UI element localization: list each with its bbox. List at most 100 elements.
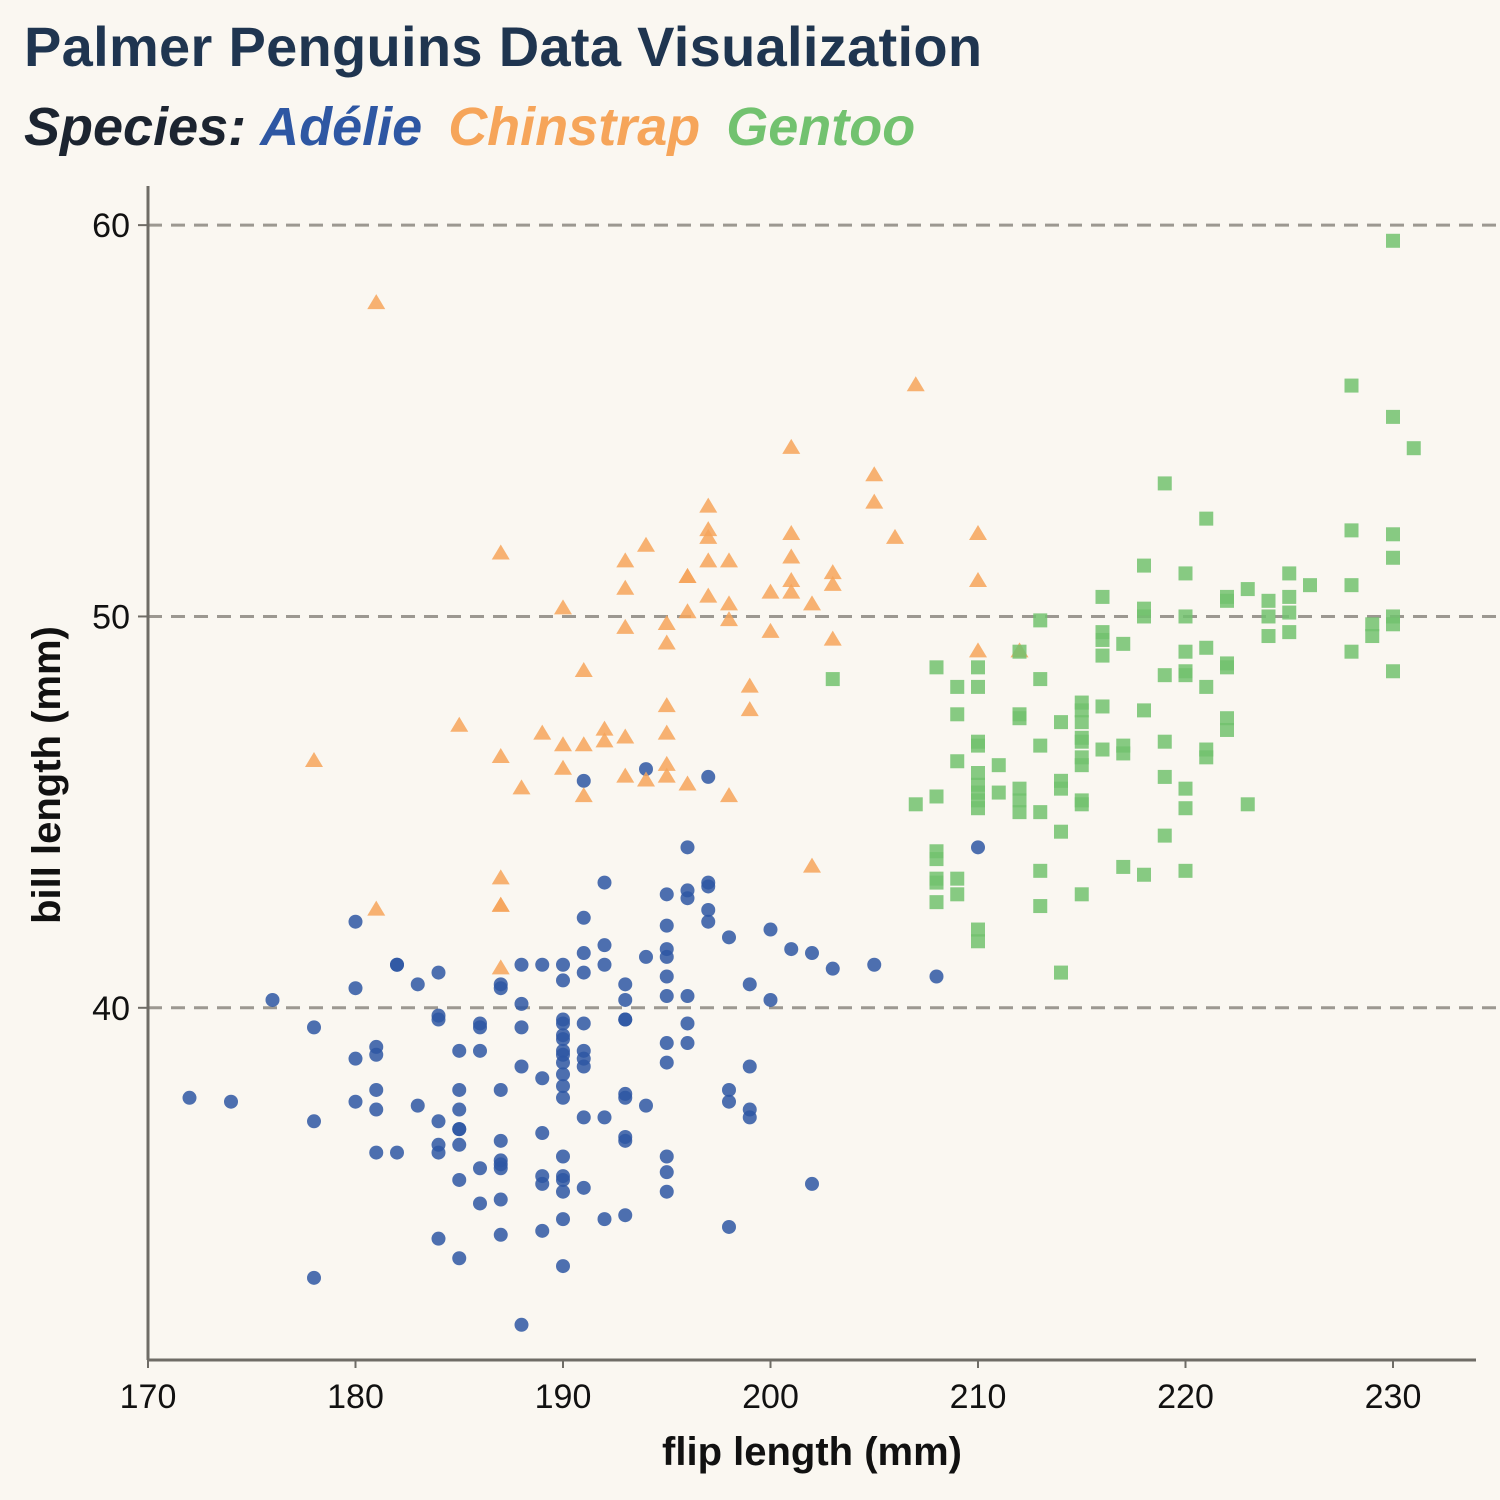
species-legend: Species: Adélie Chinstrap Gentoo xyxy=(24,96,941,158)
data-point-triangle xyxy=(782,583,801,599)
data-point-square xyxy=(1386,527,1400,542)
data-point-circle xyxy=(452,1102,467,1117)
data-point-square xyxy=(1199,750,1214,765)
series-chinstrap xyxy=(305,294,1029,975)
data-point-square xyxy=(971,679,985,694)
data-point-square xyxy=(1282,589,1297,604)
data-point-square xyxy=(1116,636,1131,651)
data-point-square xyxy=(971,801,985,816)
data-point-circle xyxy=(514,1059,529,1074)
data-point-square xyxy=(929,789,944,804)
data-point-circle xyxy=(929,969,944,984)
data-point-square xyxy=(971,766,985,780)
data-point-circle xyxy=(514,1020,529,1035)
data-point-square xyxy=(1012,644,1027,659)
data-point-square xyxy=(1157,828,1172,843)
data-point-square xyxy=(1137,609,1151,624)
data-point-circle xyxy=(307,1270,321,1285)
data-point-circle xyxy=(680,989,695,1004)
data-point-circle xyxy=(680,1016,695,1031)
x-tick-label: 220 xyxy=(1157,1378,1214,1416)
data-point-triangle xyxy=(720,595,738,611)
data-point-square xyxy=(1095,699,1110,714)
data-point-circle xyxy=(639,949,653,964)
data-point-circle xyxy=(452,1043,467,1058)
data-point-triangle xyxy=(886,528,904,544)
data-point-square xyxy=(1012,805,1027,820)
data-point-circle xyxy=(369,1102,384,1117)
data-point-triangle xyxy=(657,634,676,650)
data-point-circle xyxy=(576,965,591,980)
data-point-circle xyxy=(576,1110,591,1125)
data-point-square xyxy=(1344,523,1359,538)
data-point-triangle xyxy=(574,661,593,677)
data-point-circle xyxy=(556,1184,570,1199)
data-point-square xyxy=(1178,668,1193,683)
data-point-square xyxy=(1386,409,1400,424)
series-adlie xyxy=(182,762,985,1332)
data-point-square xyxy=(1137,867,1151,882)
data-point-square xyxy=(1157,769,1172,784)
data-point-circle xyxy=(805,946,819,961)
data-point-triangle xyxy=(616,767,635,783)
data-point-circle xyxy=(701,769,716,784)
data-point-square xyxy=(1033,863,1048,878)
data-point-circle xyxy=(576,773,591,788)
data-point-square xyxy=(1220,660,1234,675)
data-point-circle xyxy=(493,1082,508,1097)
data-point-triangle xyxy=(491,869,510,885)
data-point-square xyxy=(950,679,965,694)
data-point-square xyxy=(950,887,965,902)
data-point-triangle xyxy=(865,466,884,482)
data-point-triangle xyxy=(616,618,635,634)
data-point-square xyxy=(1033,805,1048,820)
data-point-circle xyxy=(805,1176,819,1191)
data-point-circle xyxy=(514,1317,529,1332)
data-point-square xyxy=(950,754,965,769)
data-point-triangle xyxy=(657,697,676,713)
data-point-circle xyxy=(825,961,840,976)
axis-labels: flip length (mm) bill length (mm) xyxy=(25,626,962,1474)
data-point-square xyxy=(1386,617,1400,632)
data-point-circle xyxy=(535,1176,550,1191)
data-point-square xyxy=(1074,887,1089,902)
data-point-triangle xyxy=(367,294,386,310)
data-point-triangle xyxy=(969,642,987,658)
data-point-square xyxy=(1054,824,1068,839)
data-point-circle xyxy=(514,957,529,972)
data-point-triangle xyxy=(678,568,697,584)
data-point-circle xyxy=(742,977,757,992)
data-point-square xyxy=(1074,758,1089,773)
data-point-circle xyxy=(597,1212,612,1227)
data-point-triangle xyxy=(595,720,614,736)
data-point-triangle xyxy=(678,775,697,791)
data-point-triangle xyxy=(616,552,635,568)
data-point-square xyxy=(1344,578,1359,593)
data-point-circle xyxy=(224,1094,238,1109)
data-point-circle xyxy=(659,887,674,902)
data-point-circle xyxy=(680,840,695,855)
data-point-square xyxy=(1157,476,1172,491)
data-point-triangle xyxy=(491,959,510,975)
data-point-circle xyxy=(597,1110,612,1125)
data-point-circle xyxy=(763,922,778,937)
data-point-circle xyxy=(556,1016,570,1031)
data-point-square xyxy=(1033,738,1048,753)
data-point-square xyxy=(971,738,985,753)
data-point-square xyxy=(929,875,944,890)
data-point-circle xyxy=(722,1219,736,1234)
data-point-circle xyxy=(659,1165,674,1180)
data-point-circle xyxy=(576,1059,591,1074)
y-axis-label: bill length (mm) xyxy=(25,626,69,924)
data-point-circle xyxy=(369,1047,384,1062)
data-point-circle xyxy=(556,1259,570,1274)
data-point-circle xyxy=(556,1032,570,1047)
data-point-triangle xyxy=(823,575,842,591)
data-point-triangle xyxy=(554,599,572,615)
data-point-circle xyxy=(556,957,570,972)
data-point-circle xyxy=(473,1161,487,1176)
data-point-square xyxy=(1095,742,1110,757)
data-point-circle xyxy=(556,1090,570,1105)
data-point-circle xyxy=(763,992,778,1007)
data-point-triangle xyxy=(491,896,510,912)
